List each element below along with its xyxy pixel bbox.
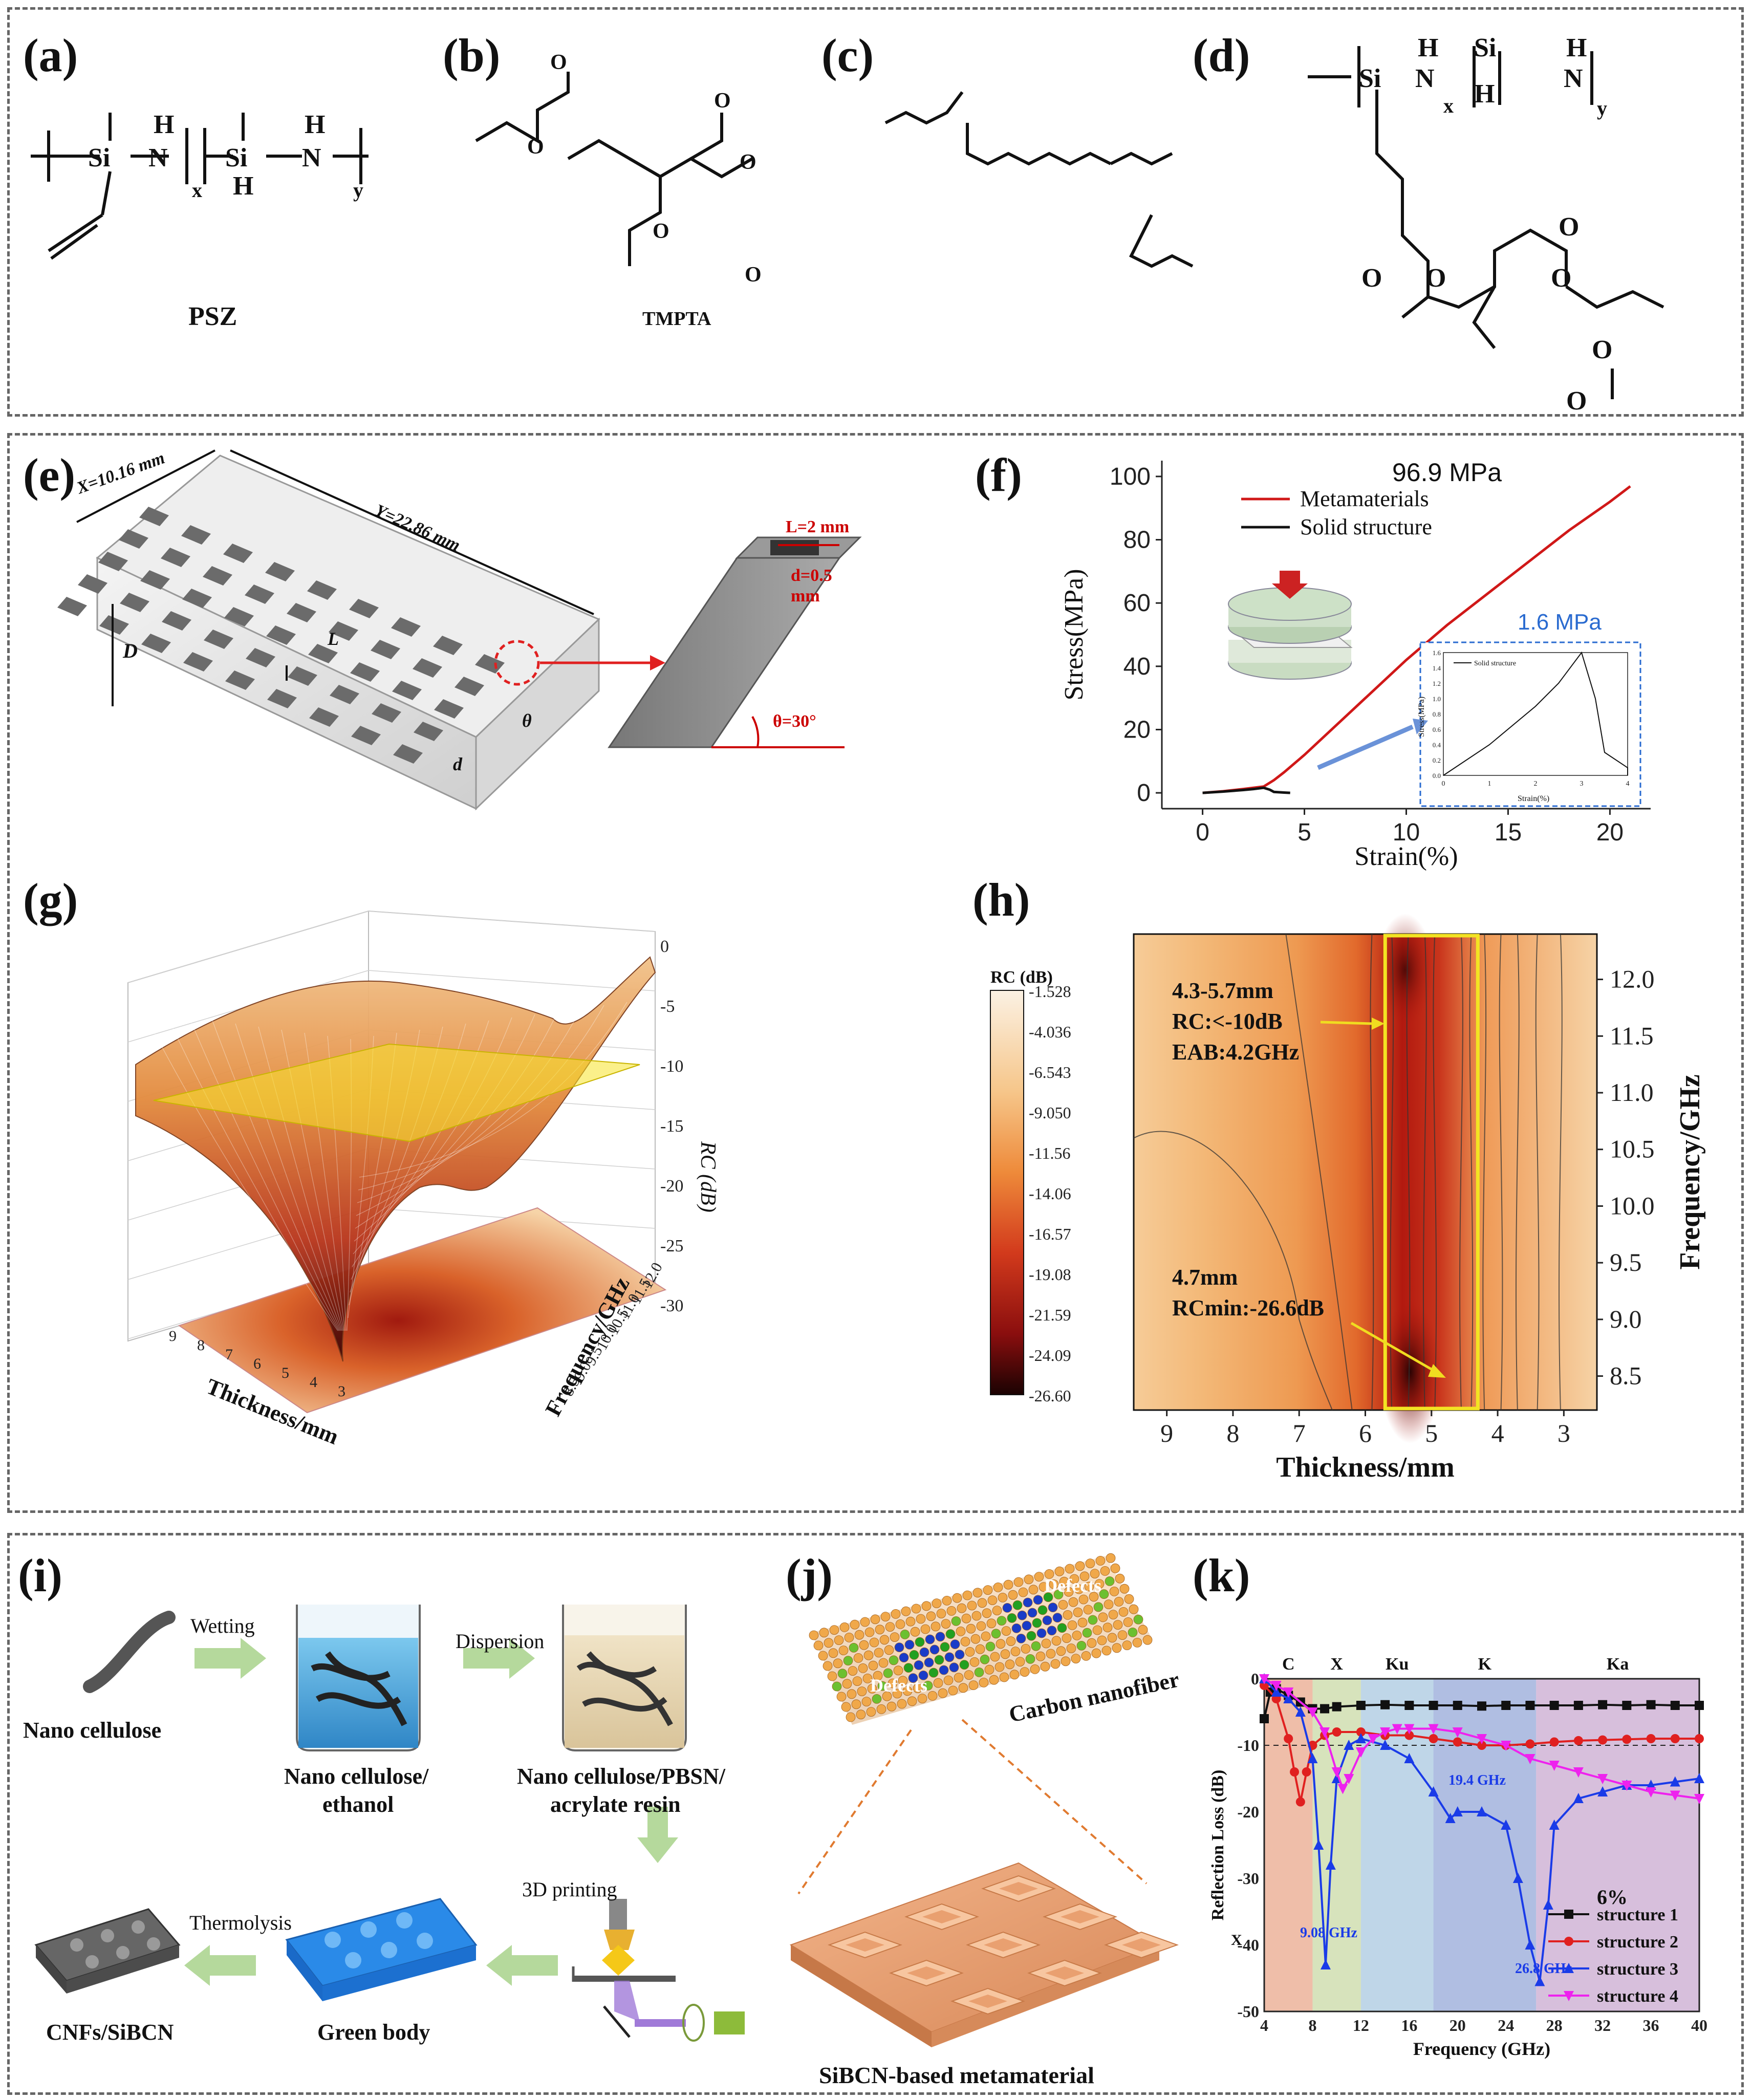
a-atom-h2: H xyxy=(233,171,253,201)
d-atom-h3: H xyxy=(1566,33,1587,62)
d-atom-n1: N xyxy=(1415,64,1435,93)
d-atom-h1: H xyxy=(1418,33,1438,62)
svg-text:O: O xyxy=(653,220,669,243)
d-atom-o4: O xyxy=(1551,264,1571,293)
a-atom-n1: N xyxy=(148,143,168,172)
d-atom-o6: O xyxy=(1566,386,1587,416)
panel-label-a: (a) xyxy=(23,29,78,81)
panel-label-i: (i) xyxy=(18,1549,62,1601)
d-atom-o1: O xyxy=(1361,264,1382,293)
d-atom-o5: O xyxy=(1592,335,1612,364)
svg-text:O: O xyxy=(527,135,544,159)
section-structures xyxy=(7,7,1744,417)
d-atom-si1: Si xyxy=(1359,64,1381,93)
d-atom-si2: Si xyxy=(1474,33,1496,62)
panel-label-c: (c) xyxy=(821,29,874,81)
d-sub-x: x xyxy=(1443,94,1454,117)
a-sub-y: y xyxy=(353,179,363,202)
panel-label-e: (e) xyxy=(23,449,76,501)
section-metamaterial-results xyxy=(7,433,1744,1513)
a-atom-h1: H xyxy=(154,110,174,139)
d-sub-y: y xyxy=(1597,97,1607,120)
panel-label-j: (j) xyxy=(786,1549,833,1601)
panel-label-g: (g) xyxy=(23,874,78,926)
d-atom-o2: O xyxy=(1425,264,1446,293)
svg-text:O: O xyxy=(714,89,731,113)
a-sub-x: x xyxy=(192,179,202,202)
svg-text:O: O xyxy=(550,51,567,74)
a-atom-si2: Si xyxy=(225,143,247,172)
panel-label-f: (f) xyxy=(975,449,1022,501)
svg-text:O: O xyxy=(740,150,756,174)
d-atom-n2: N xyxy=(1564,64,1583,93)
a-atom-si1: Si xyxy=(88,143,110,172)
panel-label-h: (h) xyxy=(972,874,1030,926)
panel-label-d: (d) xyxy=(1193,29,1250,81)
a-atom-h3: H xyxy=(305,110,325,139)
panel-label-b: (b) xyxy=(443,29,501,81)
structures-drawing: Si H N x Si H H N y Si H N x Si H H N y … xyxy=(31,33,1664,416)
d-atom-h2: H xyxy=(1474,79,1495,109)
d-atom-o3: O xyxy=(1559,212,1579,242)
panel-label-k: (k) xyxy=(1193,1549,1250,1601)
svg-text:O: O xyxy=(745,263,762,287)
a-caption: PSZ xyxy=(188,302,237,331)
b-caption: TMPTA xyxy=(642,308,711,330)
section-fabrication xyxy=(7,1533,1744,2095)
a-atom-n2: N xyxy=(302,143,321,172)
